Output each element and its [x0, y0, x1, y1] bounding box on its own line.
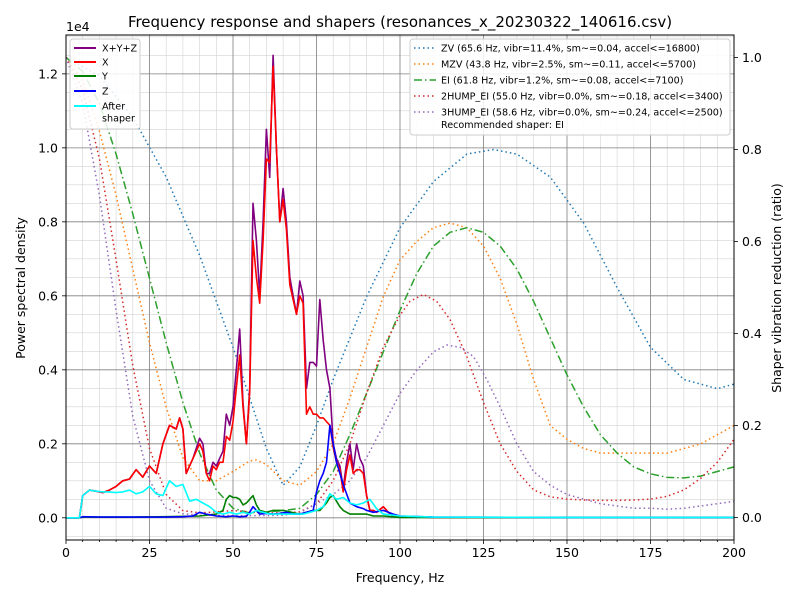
recommended-shaper-text: Recommended shaper: EI [441, 120, 564, 131]
psd-legend-label: X [102, 58, 109, 69]
psd-line-4 [66, 479, 734, 519]
y-tick-label: 1.0 [38, 140, 58, 155]
y-tick-label: 1.2 [38, 66, 58, 81]
right-tick-label: 0.8 [742, 142, 762, 157]
x-tick-label: 0 [62, 545, 70, 560]
shaper-curves [65, 56, 735, 517]
y-tick-label: 0.0 [38, 510, 58, 525]
y-tick-label: 0.6 [38, 288, 58, 303]
right-tick-label: 0.2 [742, 418, 762, 433]
x-tick-label: 125 [472, 545, 496, 560]
y-tick-label: 0.4 [38, 362, 58, 377]
x-tick-label: 100 [388, 545, 412, 560]
psd-legend-label: shaper [102, 114, 135, 125]
right-tick-label: 1.0 [742, 50, 762, 65]
x-tick-label: 75 [309, 545, 325, 560]
x-tick-label: 150 [555, 545, 579, 560]
x-tick-label: 200 [722, 545, 746, 560]
chart-title: Frequency response and shapers (resonanc… [128, 13, 672, 32]
psd-curves [66, 54, 735, 519]
shaper-legend-label: 3HUMP_EI (58.6 Hz, vibr=0.0%, sm~=0.24, … [441, 108, 723, 119]
y-axis-ticks: 0.0 0.2 0.4 0.6 0.8 1.0 1.2 [38, 66, 66, 525]
shaper-line-1 [65, 57, 735, 487]
y-tick-label: 0.2 [38, 436, 58, 451]
right-tick-label: 0.0 [742, 510, 762, 525]
shaper-legend-box [409, 38, 731, 136]
x-tick-label: 50 [225, 545, 241, 560]
psd-legend-label: Y [101, 72, 108, 83]
shaper-line-4 [65, 57, 735, 517]
right-axis-ticks: 0.0 0.2 0.4 0.6 0.8 1.0 [734, 50, 762, 525]
right-axis-label: Shaper vibration reduction (ratio) [769, 183, 784, 393]
right-tick-label: 0.6 [742, 234, 762, 249]
psd-legend-label: X+Y+Z [102, 44, 138, 55]
x-axis-ticks: 0 25 50 75 100 125 150 175 200 [62, 540, 746, 560]
shaper-legend-label: EI (61.8 Hz, vibr=1.2%, sm~=0.08, accel<… [441, 76, 683, 87]
shaper-legend-label: MZV (43.8 Hz, vibr=2.5%, sm~=0.11, accel… [441, 60, 696, 71]
x-axis-label: Frequency, Hz [356, 570, 445, 585]
shaper-legend-label: ZV (65.6 Hz, vibr=11.4%, sm~=0.04, accel… [441, 44, 700, 55]
shaper-legend-label: 2HUMP_EI (55.0 Hz, vibr=0.0%, sm~=0.18, … [441, 92, 723, 103]
x-tick-label: 25 [142, 545, 158, 560]
y-tick-label: 0.8 [38, 214, 58, 229]
y-axis-label: Power spectral density [13, 217, 28, 359]
psd-legend-label: After [102, 102, 125, 113]
shaper-line-3 [65, 57, 735, 514]
y-scale-label: 1e4 [66, 19, 90, 34]
x-tick-label: 175 [639, 545, 663, 560]
psd-line-1 [66, 65, 735, 519]
right-tick-label: 0.4 [742, 326, 762, 341]
shaper-legend: ZV (65.6 Hz, vibr=11.4%, sm~=0.04, accel… [409, 38, 731, 136]
shaper-line-2 [65, 56, 735, 514]
psd-legend-label: Z [102, 87, 109, 98]
